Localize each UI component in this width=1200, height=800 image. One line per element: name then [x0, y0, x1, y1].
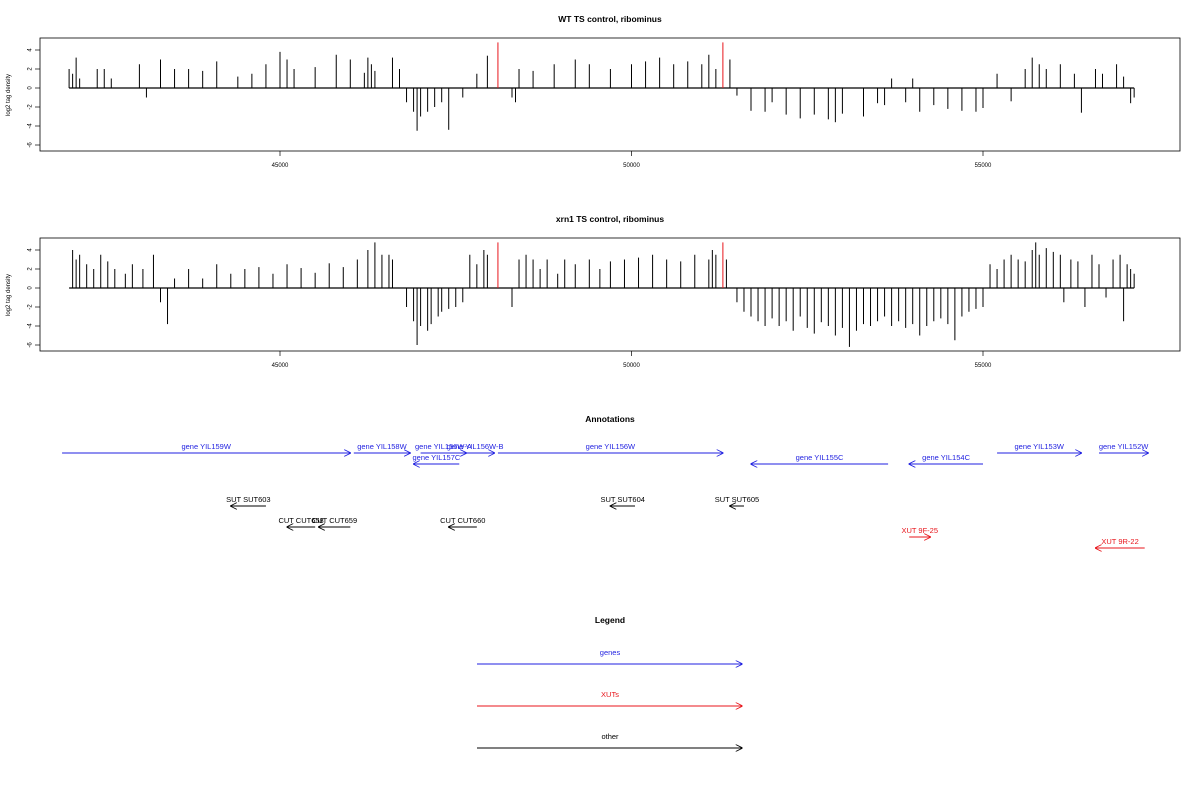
x-tick-label: 50000	[623, 163, 640, 169]
y-tick-label: 0	[28, 286, 34, 290]
xrn1-density-panel: xrn1 TS control, ribominus log2 tag dens…	[6, 214, 1181, 369]
wt-y-ticks: 4 2 0 -2 -4 -6	[28, 48, 40, 148]
feature-label: CUT CUT659	[312, 516, 357, 525]
feature-label: gene YIL156W-B	[447, 442, 504, 451]
feature-label: gene YIL156W-A	[415, 442, 472, 451]
legend-label: other	[601, 732, 619, 741]
feature-label: SUT SUT603	[226, 495, 270, 504]
x-tick-label: 55000	[975, 163, 992, 169]
annotations-panel: Annotations gene YIL159W gene YIL158Wgene…	[62, 414, 1149, 548]
xrn1-y-ticks: 4 2 0 -2 -4 -6	[28, 248, 40, 348]
y-tick-label: 0	[28, 86, 34, 90]
y-tick-label: -6	[28, 342, 34, 348]
y-tick-label: -2	[28, 304, 34, 310]
feature-label: SUT SUT604	[600, 495, 644, 504]
feature-label: gene YIL153W	[1014, 442, 1064, 451]
xrn1-density-bars	[69, 242, 1135, 347]
wt-x-ticks: 45000 50000 55000	[272, 151, 992, 169]
feature-label: gene YIL152W	[1099, 442, 1149, 451]
annotations-title: Annotations	[585, 414, 635, 424]
feature-label: gene YIL159W	[181, 442, 231, 451]
wt-plot-frame	[39, 37, 1181, 152]
legend-panel: Legend genes XUTs other	[477, 615, 742, 748]
y-tick-label: -2	[28, 104, 34, 110]
feature-label: gene YIL154C	[922, 453, 970, 462]
wt-position-markers	[497, 42, 724, 88]
annotation-features: gene YIL159W gene YIL158W gene YIL157C gene…	[62, 442, 1149, 548]
legend-items: genes XUTs other	[477, 648, 742, 748]
wt-density-bars	[68, 51, 1135, 131]
y-tick-label: 2	[28, 67, 34, 71]
y-tick-label: 2	[28, 267, 34, 271]
xrn1-y-axis-label: log2 tag density	[6, 274, 12, 316]
xrn1-panel-title: xrn1 TS control, ribominus	[556, 214, 664, 224]
x-tick-label: 50000	[623, 363, 640, 369]
xrn1-plot-frame	[39, 237, 1181, 352]
x-tick-label: 55000	[975, 363, 992, 369]
feature-label: gene YIL158W	[357, 442, 407, 451]
legend-label: genes	[600, 648, 621, 657]
feature-label: gene YIL155C	[796, 453, 844, 462]
y-tick-label: 4	[28, 48, 34, 52]
feature-label: gene YIL156W	[586, 442, 636, 451]
feature-label: XUT 9R-22	[1101, 537, 1138, 546]
x-tick-label: 45000	[272, 163, 289, 169]
feature-label: CUT CUT660	[440, 516, 485, 525]
y-tick-label: 4	[28, 248, 34, 252]
y-tick-label: -6	[28, 142, 34, 148]
wt-panel-title: WT TS control, ribominus	[558, 14, 662, 24]
wt-density-panel: WT TS control, ribominus log2 tag densit…	[6, 14, 1181, 169]
feature-label: XUT 9F-25	[901, 526, 938, 535]
feature-label: SUT SUT605	[715, 495, 759, 504]
xrn1-x-ticks: 45000 50000 55000	[272, 351, 992, 369]
wt-y-axis-label: log2 tag density	[6, 74, 12, 116]
legend-label: XUTs	[601, 690, 619, 699]
feature-label: gene YIL157C	[413, 453, 461, 462]
y-tick-label: -4	[28, 323, 34, 329]
xrn1-position-markers	[497, 242, 724, 288]
y-tick-label: -4	[28, 123, 34, 129]
legend-title: Legend	[595, 615, 625, 625]
feature-label: CUT CUT658	[278, 516, 323, 525]
x-tick-label: 45000	[272, 363, 289, 369]
